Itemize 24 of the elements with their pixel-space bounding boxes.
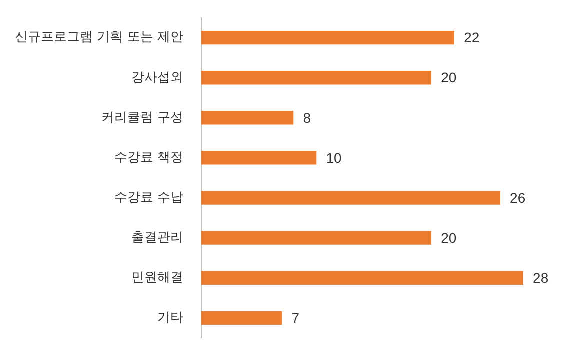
data-label: 26: [510, 190, 526, 206]
data-label: 8: [303, 110, 312, 126]
data-label: 7: [292, 310, 300, 326]
y-tick-label: 민원해결: [131, 270, 184, 286]
data-label: 20: [441, 70, 457, 86]
data-label: 20: [441, 230, 457, 246]
y-tick-label: 출결관리: [131, 230, 184, 246]
y-tick-label: 수강료 수납: [114, 190, 184, 206]
bar: [201, 271, 524, 285]
data-label: 28: [533, 270, 549, 286]
y-tick-label: 강사섭외: [131, 70, 184, 86]
bar: [201, 71, 432, 85]
y-tick-label: 커리큘럼 구성: [101, 110, 184, 126]
bar: [201, 311, 282, 326]
data-label: 22: [464, 30, 480, 46]
bar: [201, 111, 294, 125]
bar: [201, 191, 500, 205]
y-tick-label: 기타: [157, 310, 184, 326]
bar: [201, 231, 432, 245]
data-label: 10: [326, 150, 342, 166]
y-tick-label: 신규프로그램 기획 또는 제안: [14, 30, 184, 46]
y-tick-label: 수강료 책정: [114, 150, 184, 166]
bar: [201, 151, 317, 165]
bar: [201, 30, 454, 45]
